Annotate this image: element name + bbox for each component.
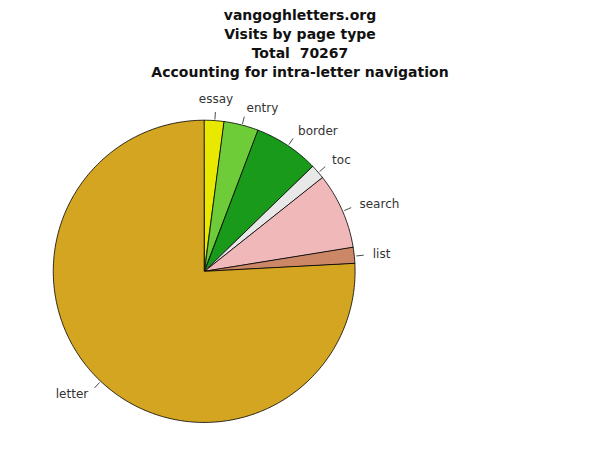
svg-text:essay: essay	[199, 91, 233, 105]
svg-text:letter: letter	[56, 387, 89, 401]
svg-text:search: search	[359, 196, 399, 210]
svg-text:entry: entry	[247, 100, 279, 114]
svg-text:border: border	[298, 123, 338, 137]
html-text:Visits by page type: Visits by page type	[224, 25, 376, 42]
html-text:vangoghletters.org: vangoghletters.org	[223, 7, 377, 23]
html-text:Total 70267: Total 70267	[251, 44, 349, 61]
svg-text:toc: toc	[332, 153, 351, 167]
html-text:Accounting for intra-letter na: Accounting for intra-letter navigation	[151, 63, 449, 80]
svg-text:list: list	[373, 247, 391, 261]
